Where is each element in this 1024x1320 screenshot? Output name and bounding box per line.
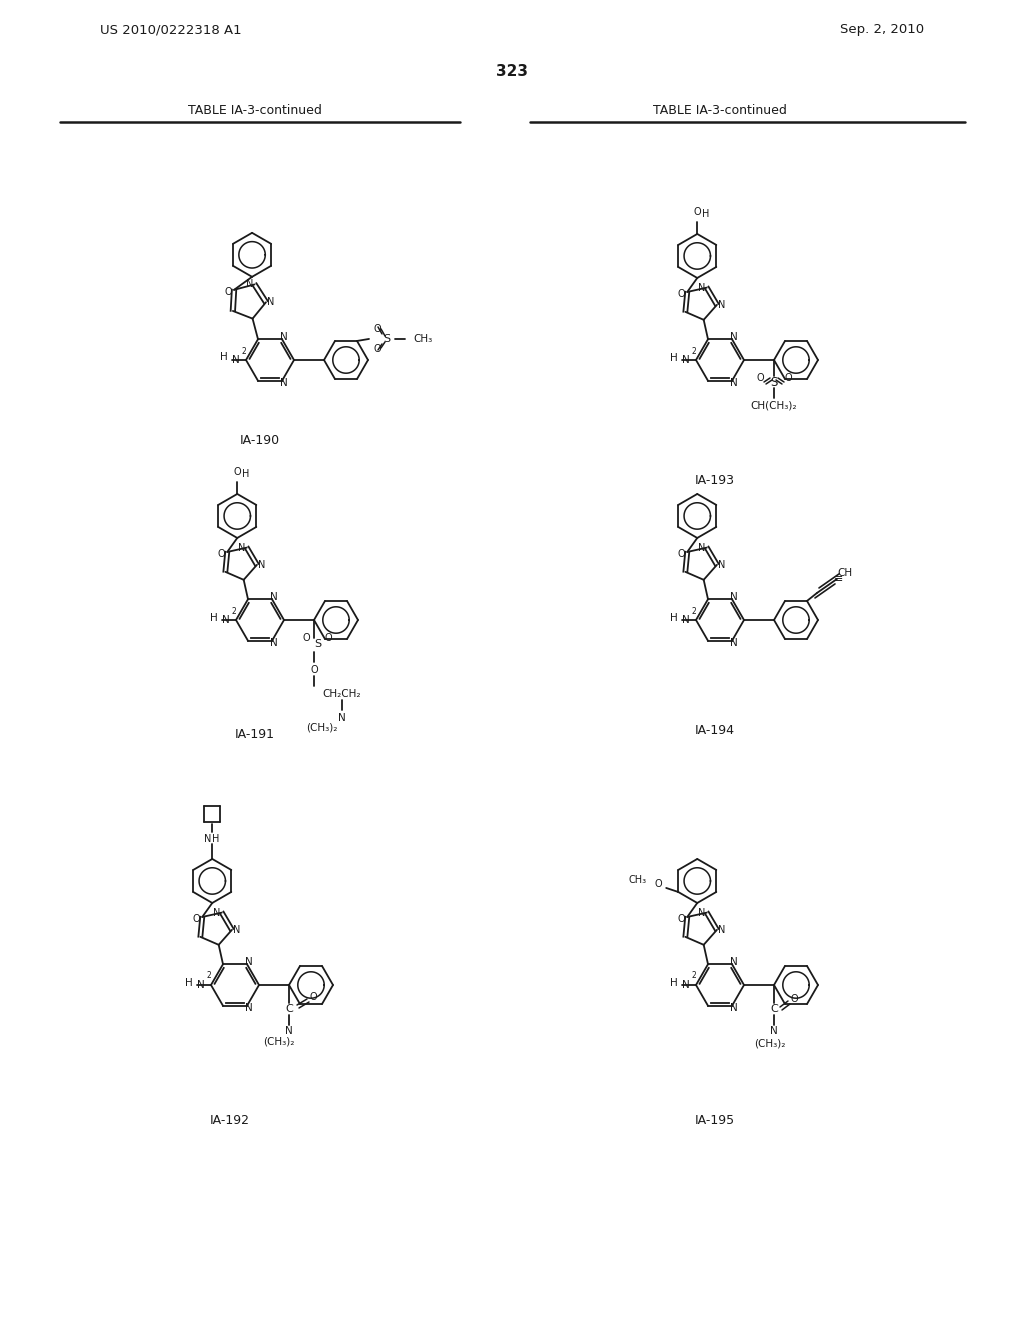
Text: H: H — [670, 352, 678, 363]
Text: O: O — [654, 879, 663, 888]
Text: N: N — [204, 834, 211, 843]
Text: N: N — [718, 925, 726, 935]
Text: N: N — [730, 957, 738, 968]
Text: O: O — [193, 913, 200, 924]
Text: N: N — [281, 378, 288, 388]
Text: CH₂CH₂: CH₂CH₂ — [323, 689, 361, 700]
Text: O: O — [325, 634, 332, 643]
Text: N: N — [730, 378, 738, 388]
Text: S: S — [770, 375, 777, 388]
Text: N: N — [718, 560, 726, 570]
Text: N: N — [730, 593, 738, 602]
Text: O: O — [678, 289, 685, 298]
Text: 2: 2 — [691, 346, 696, 355]
Text: O: O — [217, 549, 225, 558]
Text: H: H — [210, 612, 218, 623]
Text: N: N — [338, 713, 346, 723]
Text: IA-190: IA-190 — [240, 433, 280, 446]
Text: N: N — [682, 979, 690, 990]
Text: N: N — [258, 560, 265, 570]
Text: TABLE IA-3-continued: TABLE IA-3-continued — [653, 103, 786, 116]
Text: O: O — [756, 374, 764, 383]
Text: US 2010/0222318 A1: US 2010/0222318 A1 — [100, 24, 242, 37]
Text: (CH₃)₂: (CH₃)₂ — [306, 723, 338, 733]
Text: (CH₃)₂: (CH₃)₂ — [263, 1036, 295, 1045]
Text: O: O — [233, 467, 241, 477]
Text: 2: 2 — [231, 606, 237, 615]
Text: N: N — [233, 925, 241, 935]
Text: Sep. 2, 2010: Sep. 2, 2010 — [840, 24, 924, 37]
Text: O: O — [791, 994, 798, 1005]
Text: 2: 2 — [691, 972, 696, 981]
Text: N: N — [267, 297, 274, 308]
Text: N: N — [245, 957, 253, 968]
Text: CH: CH — [838, 568, 853, 578]
Text: H: H — [212, 834, 219, 843]
Text: N: N — [246, 280, 253, 289]
Text: O: O — [678, 913, 685, 924]
Text: S: S — [383, 334, 390, 345]
Text: O: O — [678, 549, 685, 558]
Text: N: N — [698, 543, 706, 553]
Text: N: N — [222, 615, 229, 624]
Text: N: N — [198, 979, 205, 990]
Text: 2: 2 — [242, 346, 247, 355]
Text: O: O — [373, 345, 381, 354]
Text: CH₃: CH₃ — [413, 334, 432, 345]
Text: O: O — [302, 634, 310, 643]
Text: O: O — [373, 323, 381, 334]
Text: N: N — [730, 638, 738, 648]
Text: IA-193: IA-193 — [695, 474, 735, 487]
Text: N: N — [718, 300, 726, 310]
Text: S: S — [314, 639, 322, 649]
Text: N: N — [239, 543, 246, 553]
Text: H: H — [670, 612, 678, 623]
Text: 323: 323 — [496, 65, 528, 79]
Text: N: N — [682, 615, 690, 624]
Text: O: O — [784, 374, 792, 383]
Text: N: N — [730, 333, 738, 342]
Text: N: N — [285, 1026, 293, 1036]
Text: N: N — [770, 1026, 778, 1036]
Text: IA-194: IA-194 — [695, 723, 735, 737]
Text: N: N — [730, 1003, 738, 1012]
Text: N: N — [281, 333, 288, 342]
Text: N: N — [270, 593, 278, 602]
Text: CH₃: CH₃ — [628, 875, 646, 884]
Text: CH(CH₃)₂: CH(CH₃)₂ — [751, 401, 798, 411]
Text: N: N — [232, 355, 240, 366]
Text: N: N — [245, 1003, 253, 1012]
Text: IA-191: IA-191 — [234, 729, 275, 742]
Text: N: N — [698, 908, 706, 917]
Text: IA-192: IA-192 — [210, 1114, 250, 1126]
Text: N: N — [270, 638, 278, 648]
Text: IA-195: IA-195 — [695, 1114, 735, 1126]
Text: O: O — [224, 286, 231, 297]
Text: N: N — [698, 282, 706, 293]
Text: TABLE IA-3-continued: TABLE IA-3-continued — [188, 103, 322, 116]
Text: H: H — [185, 978, 193, 987]
Text: O: O — [310, 665, 317, 675]
Text: ≡: ≡ — [835, 574, 844, 583]
Text: 2: 2 — [207, 972, 211, 981]
Text: N: N — [213, 908, 220, 917]
Text: (CH₃)₂: (CH₃)₂ — [755, 1038, 785, 1048]
Text: C: C — [770, 1005, 778, 1014]
Text: H: H — [243, 469, 250, 479]
Text: N: N — [682, 355, 690, 366]
Text: 2: 2 — [691, 606, 696, 615]
Text: O: O — [693, 207, 701, 216]
Text: H: H — [670, 978, 678, 987]
Text: H: H — [702, 209, 710, 219]
Text: C: C — [285, 1005, 293, 1014]
Text: H: H — [220, 352, 228, 362]
Text: O: O — [309, 993, 316, 1002]
